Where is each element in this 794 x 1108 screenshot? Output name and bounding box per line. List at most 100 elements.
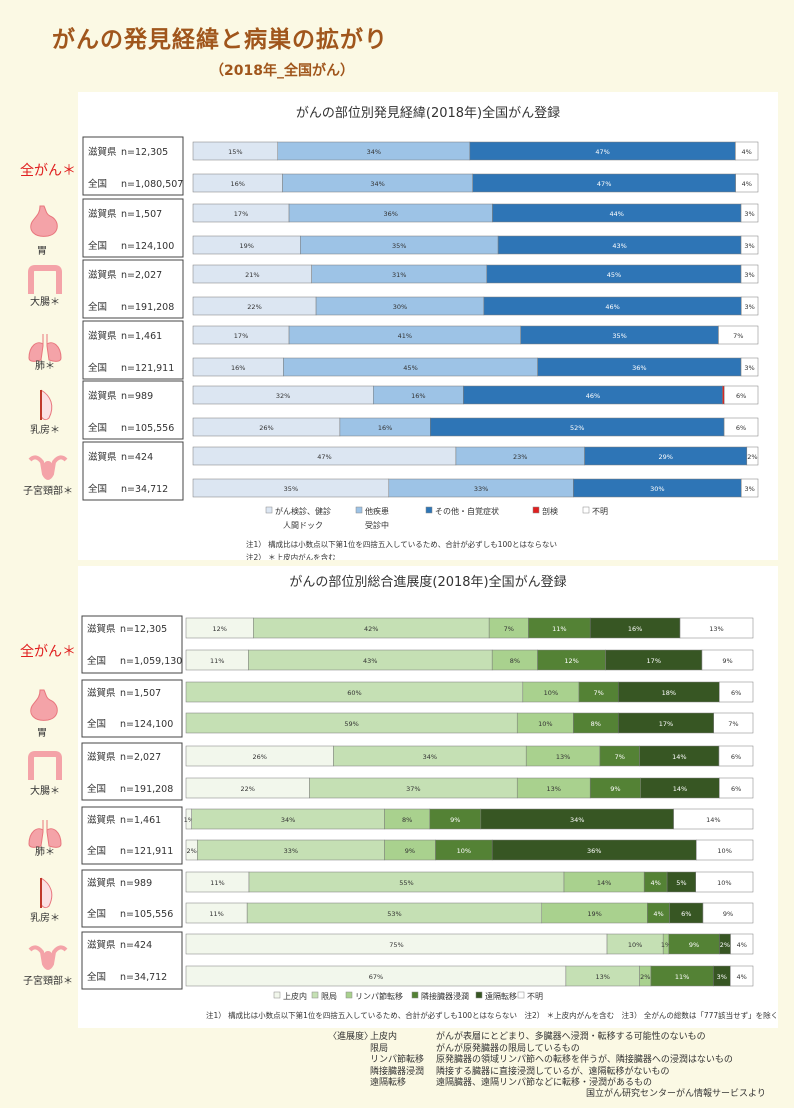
row-n-label: n=1,507 [121,209,162,220]
row-n-label: n=105,556 [121,423,174,434]
data-label: 7% [728,720,738,728]
bar-segment [696,839,754,861]
page-subtitle: （2018年_全国がん） [210,63,354,79]
uterus-body [42,951,54,969]
row-n-label: n=12,305 [120,624,167,635]
row-n-label: n=191,208 [120,784,173,795]
data-label: 43% [363,657,377,665]
colon-shape [28,751,62,780]
stomach-icon [30,689,58,721]
data-label: 4% [650,879,660,887]
data-label: 35% [612,332,626,340]
data-label: 3% [744,210,754,218]
row-area-label: 全国 [87,655,106,667]
data-label: 46% [586,392,600,400]
row-area-label: 全国 [87,783,106,795]
chart-panel-discovery: がんの部位別発見経緯(2018年)全国がん登録 滋賀県 n=12,305 全国 n=1,… [78,92,778,560]
row-area-label: 滋賀県 [87,939,116,951]
data-label: 19% [239,242,253,250]
bar-segment [740,357,759,377]
colon-shape [28,265,62,294]
data-label: 75% [389,941,403,949]
data-label: 9% [689,941,699,949]
footer-term: 限局 [370,1043,389,1054]
data-label: 36% [587,847,601,855]
group-box [82,320,184,380]
bar-segment [746,446,759,466]
data-label: 8% [402,816,412,824]
row-n-label: n=424 [120,940,152,951]
uterus-icon [28,455,68,480]
data-label: 3% [717,973,727,981]
group-box [82,259,184,319]
data-label: 10% [628,941,642,949]
organ-label: 胃 [37,728,47,739]
stomach-shape [30,689,58,721]
row-n-label: n=12,305 [121,147,168,158]
data-label: 16% [628,625,642,633]
data-label: 9% [610,785,620,793]
row-n-label: n=1,461 [121,331,162,342]
data-label: 11% [552,625,566,633]
legend-swatch [345,991,353,999]
footer-term: 遠隔転移 [370,1078,407,1088]
row-area-label: 滋賀県 [87,877,116,889]
data-label: 6% [736,424,746,432]
legend-label-line2: 受診中 [365,520,389,530]
bar-segment [719,777,754,799]
data-label: 16% [231,364,245,372]
row-area-label: 滋賀県 [87,751,116,763]
legend-swatch [411,991,419,999]
data-label: 34% [281,816,295,824]
data-label: 3% [744,271,754,279]
organ-label: 大腸＊ [30,297,60,308]
row-n-label: n=1,059,130 [120,656,182,667]
data-label: 4% [742,148,752,156]
data-label: 18% [662,689,676,697]
data-label: 16% [378,424,392,432]
legend-swatch [273,991,281,999]
group-box [81,806,183,865]
row-area-label: 滋賀県 [88,390,117,402]
data-label: 30% [650,485,664,493]
data-label: 17% [659,720,673,728]
chart-note: 注1） 構成比は小数点以下第1位を四捨五入しているため、合計が必ずしも100とは… [206,1010,778,1020]
bar-segment [735,173,759,193]
data-label: 7% [733,332,743,340]
data-label: 2% [747,453,757,461]
data-label: 10% [544,689,558,697]
footer-definition: がんが原発臓器の限局しているもの [436,1043,580,1054]
data-label: 52% [570,424,584,432]
chart-title: がんの部位別総合進展度(2018年)全国がん登録 [289,574,566,590]
data-label: 7% [504,625,514,633]
data-label: 55% [399,879,413,887]
row-area-label: 全国 [87,908,106,920]
legend-swatch [517,991,525,999]
data-label: 13% [546,785,560,793]
data-label: 12% [212,625,226,633]
footer-term: リンパ節転移 [370,1055,425,1065]
data-label: 35% [392,242,406,250]
legend-label: 不明 [592,507,608,516]
data-label: 4% [737,973,747,981]
data-label: 14% [706,816,720,824]
data-label: 46% [605,303,619,311]
row-n-label: n=989 [120,878,152,889]
legend-label: その他・自覚症状 [435,506,499,516]
data-label: 14% [672,753,686,761]
legend-swatch [475,991,483,999]
data-label: 30% [393,303,407,311]
bar-segment [723,385,759,405]
row-n-label: n=1,080,507 [121,179,183,190]
group-box [81,931,183,990]
footer-definition: 遠隔臓器、遠隔リンパ節などに転移・浸潤があるもの [436,1078,653,1088]
group-box [82,380,184,440]
legend-label: 上皮内 [283,991,307,1001]
lungs-icon [28,820,62,848]
data-label: 9% [405,847,415,855]
data-label: 29% [658,453,672,461]
data-label: 13% [596,973,610,981]
data-label: 19% [587,910,601,918]
data-label: 34% [367,148,381,156]
